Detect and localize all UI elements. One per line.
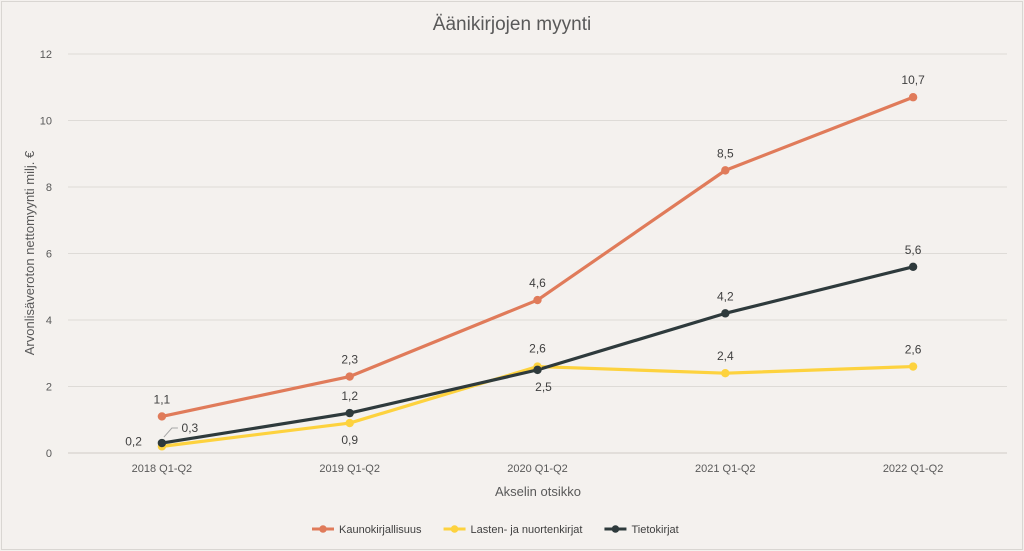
data-point — [721, 166, 730, 175]
legend-label: Lasten- ja nuortenkirjat — [471, 524, 583, 536]
x-tick-label: 2021 Q1-Q2 — [695, 463, 756, 475]
legend-item: Lasten- ja nuortenkirjat — [443, 524, 583, 536]
data-point — [345, 408, 354, 418]
data-point — [721, 309, 730, 318]
y-tick-label: 0 — [46, 448, 52, 460]
x-tick-label: 2022 Q1-Q2 — [883, 463, 944, 475]
series-line-1 — [160, 364, 915, 448]
y-axis-title: Arvonlisäveroton nettomyynti milj. € — [22, 150, 37, 355]
legend-label: Kaunokirjallisuus — [339, 524, 422, 536]
data-label: 8,5 — [717, 146, 734, 160]
y-tick-label: 6 — [46, 249, 52, 261]
legend-swatch-marker — [450, 525, 459, 533]
data-label: 0,9 — [341, 433, 358, 447]
x-tick-label: 2019 Q1-Q2 — [319, 463, 380, 475]
data-label: 4,2 — [717, 289, 734, 303]
data-point — [345, 372, 354, 381]
y-tick-label: 12 — [40, 49, 52, 61]
data-label: 5,6 — [905, 243, 922, 257]
data-label: 2,6 — [529, 342, 546, 356]
x-axis-ticks: 2018 Q1-Q2 2019 Q1-Q2 2020 Q1-Q2 2021 Q1-Q2… — [132, 463, 944, 475]
data-point — [721, 369, 730, 378]
data-label: 1,2 — [341, 389, 358, 403]
data-label: 2,6 — [905, 343, 922, 357]
data-label: 2,4 — [717, 349, 734, 363]
data-label: 0,3 — [182, 421, 199, 435]
y-axis-ticks: 0 2 4 6 8 10 12 — [40, 49, 52, 460]
x-axis-title: Akselin otsikko — [495, 484, 581, 499]
legend: Kaunokirjallisuus Lasten- ja nuortenkirja… — [312, 524, 679, 536]
data-label: 4,6 — [529, 276, 546, 290]
legend-swatch-marker — [611, 525, 620, 533]
data-label: 0,2 — [125, 434, 142, 448]
data-point — [908, 362, 918, 371]
chart-title: Äänikirjojen myynti — [433, 14, 591, 35]
data-label: 2,5 — [535, 380, 552, 394]
data-point — [345, 418, 354, 428]
data-point — [157, 438, 167, 448]
data-point — [908, 262, 918, 271]
series-lines — [157, 93, 918, 451]
x-tick-label: 2020 Q1-Q2 — [507, 463, 568, 475]
legend-item: Kaunokirjallisuus — [312, 524, 422, 536]
x-tick-label: 2018 Q1-Q2 — [132, 463, 193, 475]
data-labels: 1,1 2,3 4,6 8,5 10,7 0,2 0,9 2,6 2,4 2,6 0,3 1,2 2,5… — [125, 73, 925, 448]
data-point — [533, 365, 542, 375]
data-label: 1,1 — [154, 392, 171, 406]
y-tick-label: 4 — [46, 315, 52, 327]
legend-label: Tietokirjat — [631, 524, 678, 536]
data-point — [908, 93, 918, 102]
data-label: 2,3 — [341, 353, 358, 367]
data-label: 10,7 — [901, 73, 925, 87]
leader-line — [163, 427, 178, 438]
data-point — [157, 412, 167, 421]
legend-item: Tietokirjat — [604, 524, 679, 536]
legend-swatch-marker — [319, 525, 327, 533]
data-point — [533, 295, 542, 305]
y-tick-label: 8 — [46, 182, 52, 194]
y-tick-label: 2 — [46, 382, 52, 394]
y-tick-label: 10 — [40, 116, 52, 128]
